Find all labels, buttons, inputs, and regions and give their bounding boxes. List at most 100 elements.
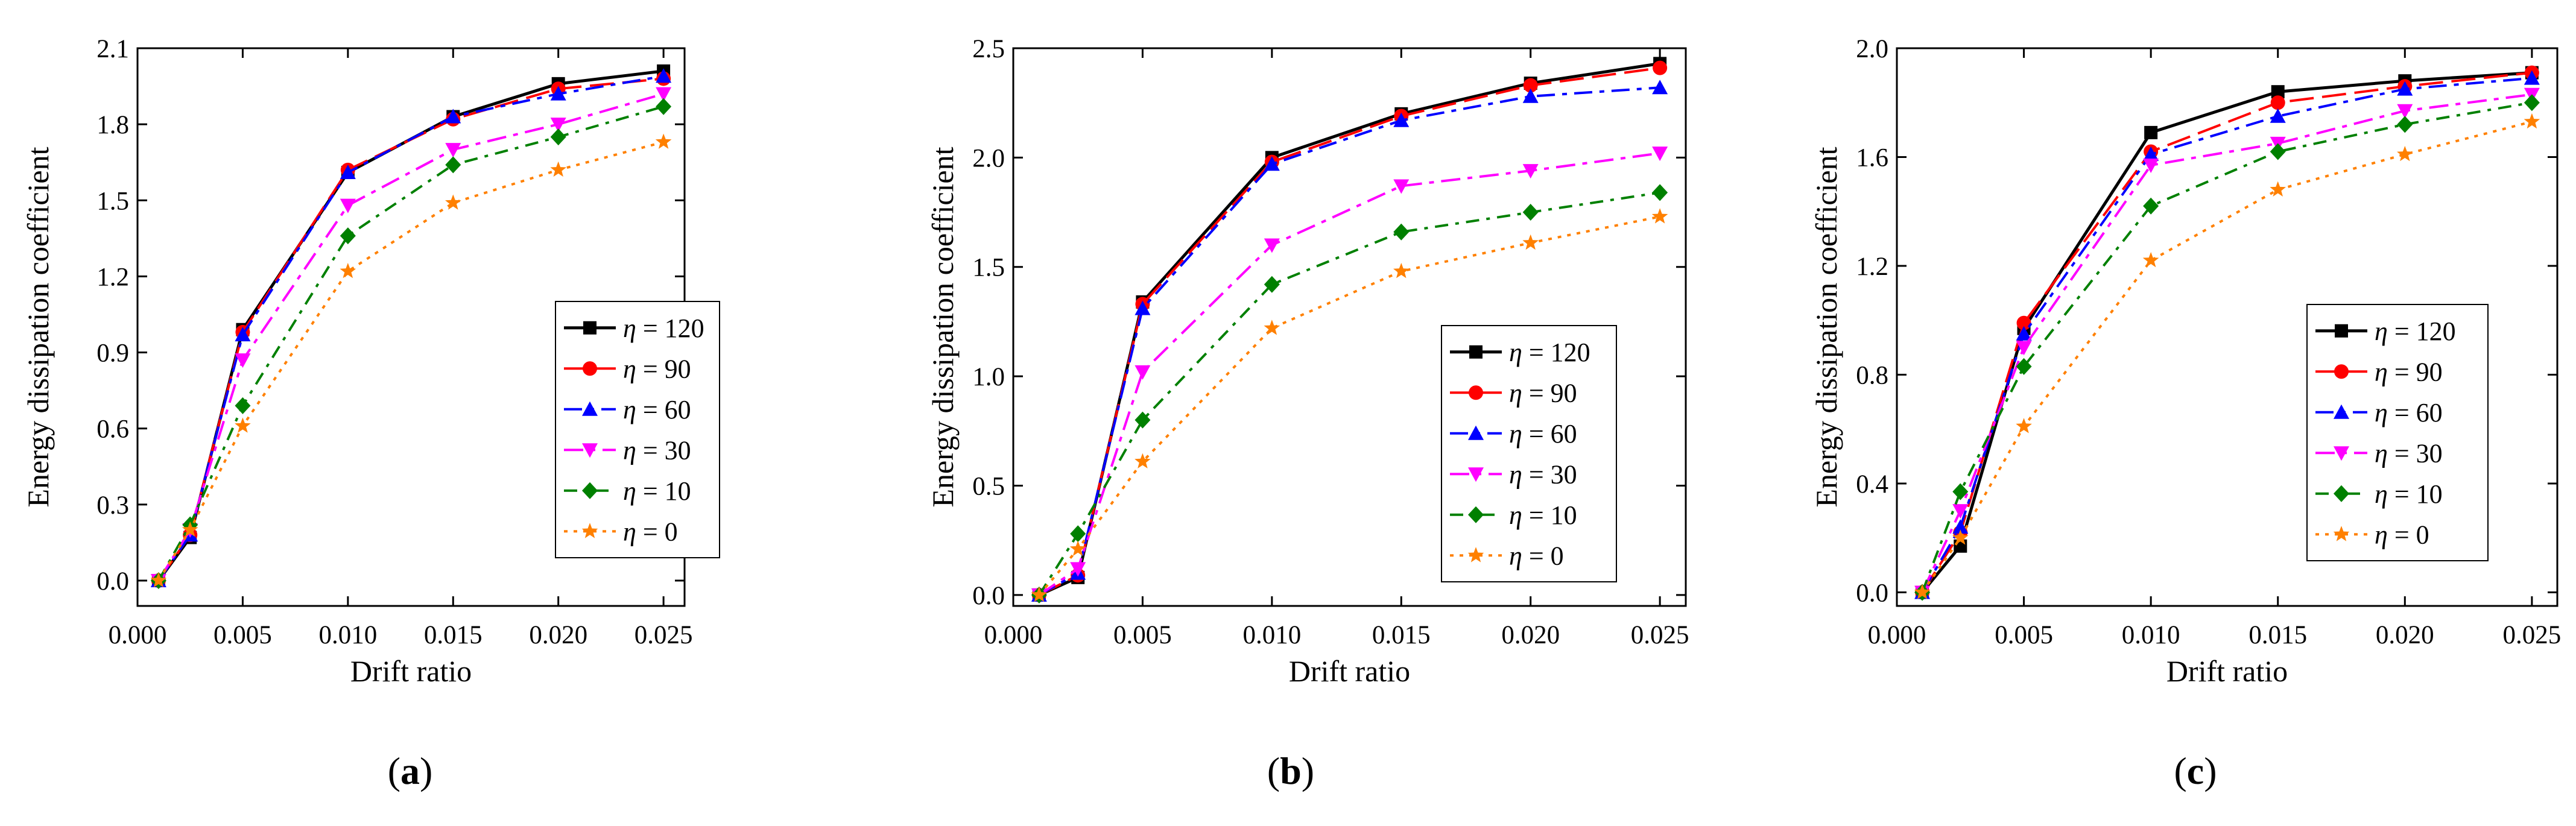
y-tick-label: 1.5 (97, 187, 129, 215)
x-tick-label: 0.025 (1631, 621, 1689, 649)
legend-marker (581, 523, 598, 538)
data-point (2397, 104, 2413, 119)
data-point (1264, 238, 1280, 253)
legend-label: η = 30 (1509, 459, 1577, 489)
y-tick-label: 0.0 (1856, 579, 1888, 607)
data-point (2397, 116, 2413, 133)
legend-label: η = 90 (1509, 378, 1577, 408)
data-point (1651, 208, 1668, 224)
data-point (1522, 204, 1539, 221)
x-tick-label: 0.005 (1995, 621, 2053, 649)
x-tick-label: 0.020 (529, 621, 587, 649)
x-tick-label: 0.015 (2248, 621, 2307, 649)
data-point (1393, 223, 1410, 241)
series-0-panel-c (1914, 113, 2540, 599)
data-point (2524, 70, 2540, 85)
legend-label: η = 120 (2375, 317, 2456, 346)
chart-panel-a: 0.000 0.005 0.010 0.015 0.020 0.025 0.0 0.3 0.6 0… (21, 35, 720, 792)
legend: η = 120 η = 90 η = 60 η = 30 η = 10 η = 0 (555, 301, 720, 558)
y-tick-label: 1.8 (97, 111, 129, 139)
y-tick-label: 0.3 (97, 491, 129, 520)
data-point (1652, 184, 1668, 201)
y-tick-label: 2.5 (972, 35, 1005, 63)
data-point (182, 521, 198, 537)
y-tick-label: 0.8 (1856, 361, 1888, 389)
legend-label: η = 30 (623, 435, 691, 465)
x-tick-label: 0.000 (109, 621, 167, 649)
data-point (2016, 326, 2032, 341)
data-point (2270, 181, 2286, 197)
data-point (1393, 112, 1410, 127)
data-point (1652, 147, 1668, 162)
y-tick-label: 2.0 (1856, 35, 1888, 63)
data-point (340, 165, 356, 180)
legend-marker (582, 443, 598, 458)
y-tick-label: 2.1 (97, 35, 129, 63)
data-point (1952, 504, 1969, 519)
legend-label: η = 60 (2375, 398, 2443, 427)
data-point (1914, 584, 1931, 599)
data-point (1952, 519, 1969, 534)
data-point (340, 227, 356, 245)
data-point (2016, 418, 2032, 433)
legend-label: η = 60 (1509, 419, 1577, 449)
legend-label: η = 10 (2375, 479, 2443, 509)
data-point (2142, 252, 2159, 268)
data-point (445, 194, 461, 210)
data-point (1264, 320, 1280, 335)
data-point (2270, 108, 2286, 123)
y-tick-label: 0.9 (97, 339, 129, 368)
data-point (1264, 156, 1280, 171)
data-point (1522, 164, 1539, 179)
data-point (2270, 95, 2285, 110)
legend-label: η = 60 (623, 395, 691, 424)
x-tick-label: 0.025 (635, 621, 693, 649)
data-point (550, 128, 566, 146)
data-point (550, 161, 566, 177)
x-tick-label: 0.010 (2122, 621, 2180, 649)
data-point (2397, 81, 2413, 96)
data-point (550, 86, 566, 101)
y-tick-label: 0.0 (972, 582, 1005, 610)
data-point (1135, 365, 1151, 380)
legend-label: η = 120 (1509, 338, 1590, 367)
data-point (235, 397, 251, 414)
x-tick-label: 0.020 (1501, 621, 1560, 649)
legend-marker (2335, 324, 2348, 338)
y-axis-label: Energy dissipation coefficient (1809, 147, 1843, 507)
legend-marker (2334, 404, 2349, 419)
data-point (1070, 525, 1086, 543)
data-point (2524, 113, 2540, 129)
legend-box (1441, 325, 1617, 582)
legend-label: η = 90 (2375, 357, 2443, 386)
x-tick-label: 0.005 (1113, 621, 1172, 649)
data-point (2271, 85, 2285, 99)
legend-label: η = 10 (623, 476, 691, 506)
legend-label: η = 30 (2375, 438, 2443, 468)
data-point (2016, 341, 2032, 356)
x-tick-label: 0.015 (1372, 621, 1431, 649)
data-point (1031, 586, 1048, 602)
data-point (1652, 80, 1668, 95)
legend-marker (1468, 467, 1484, 482)
data-point (1653, 60, 1668, 75)
y-tick-label: 2.0 (972, 144, 1005, 172)
x-tick-label: 0.010 (318, 621, 377, 649)
legend-label: η = 90 (623, 354, 691, 383)
x-axis-label: Drift ratio (2166, 654, 2288, 688)
data-point (656, 98, 672, 115)
panel-caption: (a) (388, 749, 433, 792)
data-point (150, 572, 167, 588)
data-point (1069, 540, 1086, 556)
legend-marker (1468, 506, 1484, 523)
data-point (1070, 562, 1086, 577)
y-tick-label: 1.2 (97, 263, 129, 291)
legend-marker (582, 482, 598, 499)
y-tick-label: 1.2 (1856, 253, 1888, 281)
data-point (1522, 88, 1539, 103)
data-point (445, 156, 461, 174)
legend-label: η = 0 (1509, 541, 1564, 570)
y-axis-label: Energy dissipation coefficient (926, 147, 960, 507)
data-point (656, 87, 672, 102)
legend-label: η = 0 (623, 517, 678, 546)
